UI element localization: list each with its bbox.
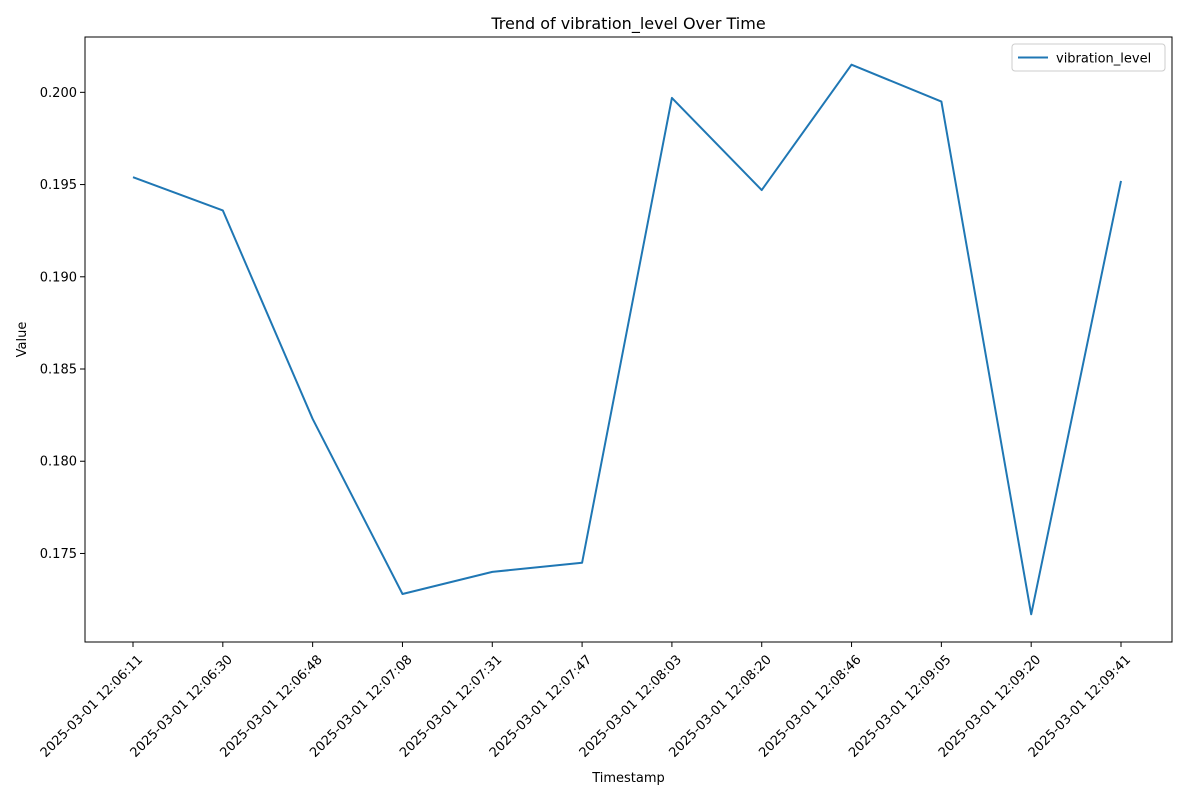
x-tick-label: 2025-03-01 12:08:03 (577, 652, 685, 760)
x-tick-label: 2025-03-01 12:08:46 (756, 652, 864, 760)
legend-label: vibration_level (1056, 52, 1151, 67)
legend-box (1011, 43, 1166, 72)
chart-title: Trend of vibration_level Over Time (490, 14, 765, 34)
x-tick-label: 2025-03-01 12:08:20 (667, 652, 775, 760)
y-axis: 0.175 0.180 0.185 0.190 0.195 0.200 (40, 86, 85, 562)
y-tick-label: 0.175 (40, 547, 77, 562)
x-axis-title: Timestamp (591, 771, 665, 786)
x-tick-label: 2025-03-01 12:06:11 (38, 652, 146, 760)
x-tick-label: 2025-03-01 12:07:08 (307, 652, 415, 760)
x-tick-label: 2025-03-01 12:09:41 (1026, 652, 1134, 760)
y-tick-label: 0.185 (40, 363, 77, 378)
y-tick-label: 0.180 (40, 455, 77, 470)
x-tick-label: 2025-03-01 12:07:31 (397, 652, 505, 760)
x-tick-label: 2025-03-01 12:07:47 (487, 652, 595, 760)
y-tick-label: 0.190 (40, 270, 77, 285)
plot-area-frame (84, 36, 1173, 643)
series-line-vibration-level (132, 63, 1122, 616)
x-tick-label: 2025-03-01 12:09:05 (846, 652, 954, 760)
x-tick-label: 2025-03-01 12:06:30 (128, 652, 236, 760)
x-tick-label: 2025-03-01 12:06:48 (217, 652, 325, 760)
legend: vibration_level (1011, 43, 1166, 72)
y-axis-title: Value (15, 322, 30, 358)
x-tick-label: 2025-03-01 12:09:20 (936, 652, 1044, 760)
y-tick-label: 0.200 (40, 86, 77, 101)
y-tick-label: 0.195 (40, 178, 77, 193)
